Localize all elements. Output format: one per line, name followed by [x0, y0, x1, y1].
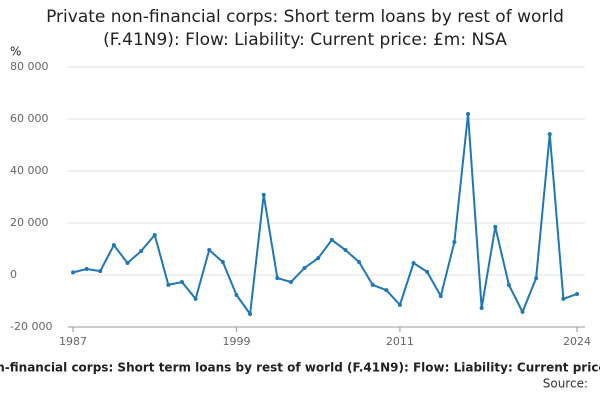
data-point: [152, 232, 157, 237]
data-point: [220, 260, 225, 264]
data-point: [506, 282, 511, 287]
data-point: [425, 269, 430, 274]
chart-title: Private non-financial corps: Short term …: [46, 7, 564, 50]
data-point: [316, 256, 321, 261]
x-tick-label: 2024: [563, 335, 591, 348]
y-tick-label: 40 000: [10, 164, 49, 177]
y-tick-label: 60 000: [10, 112, 49, 125]
data-point: [248, 312, 253, 316]
data-point: [139, 249, 144, 254]
data-point: [520, 309, 525, 314]
y-tick-label: 20 000: [10, 216, 49, 229]
data-point: [411, 261, 416, 266]
x-tick-label: 1999: [222, 335, 250, 348]
data-point: [438, 294, 443, 299]
data-point: [84, 267, 89, 272]
x-axis-label: Private non-financial corps: Short term …: [0, 361, 600, 375]
data-point: [234, 293, 239, 298]
data-line: [72, 113, 578, 317]
y-tick-label: -20 000: [10, 320, 52, 333]
y-tick-label: 80 000: [10, 60, 49, 73]
data-point: [71, 270, 75, 275]
y-tick-label: 0: [10, 268, 17, 281]
y-axis-label: %: [10, 45, 21, 59]
data-point: [329, 237, 334, 242]
data-point: [452, 239, 457, 244]
data-point: [166, 282, 171, 287]
data-point: [575, 291, 579, 296]
data-point: [466, 112, 471, 117]
data-point: [98, 269, 103, 274]
data-point: [288, 280, 293, 285]
data-point: [561, 296, 566, 301]
data-point: [275, 276, 280, 281]
data-point: [302, 265, 307, 270]
data-point: [343, 248, 348, 253]
data-point: [357, 260, 362, 264]
data-point: [493, 224, 498, 229]
x-tick-label: 1987: [59, 335, 87, 348]
data-point: [547, 132, 552, 137]
x-tick-label: 2011: [386, 335, 414, 348]
data-point: [193, 296, 198, 301]
data-point: [125, 261, 130, 266]
data-point: [111, 243, 116, 248]
data-point: [534, 276, 539, 281]
source: Source:: [543, 377, 588, 391]
data-point: [479, 306, 484, 311]
data-point: [370, 282, 375, 287]
data-point: [179, 280, 184, 285]
data-point: [384, 288, 389, 293]
data-point: [397, 302, 402, 307]
data-point: [261, 192, 266, 197]
data-point: [207, 248, 212, 253]
